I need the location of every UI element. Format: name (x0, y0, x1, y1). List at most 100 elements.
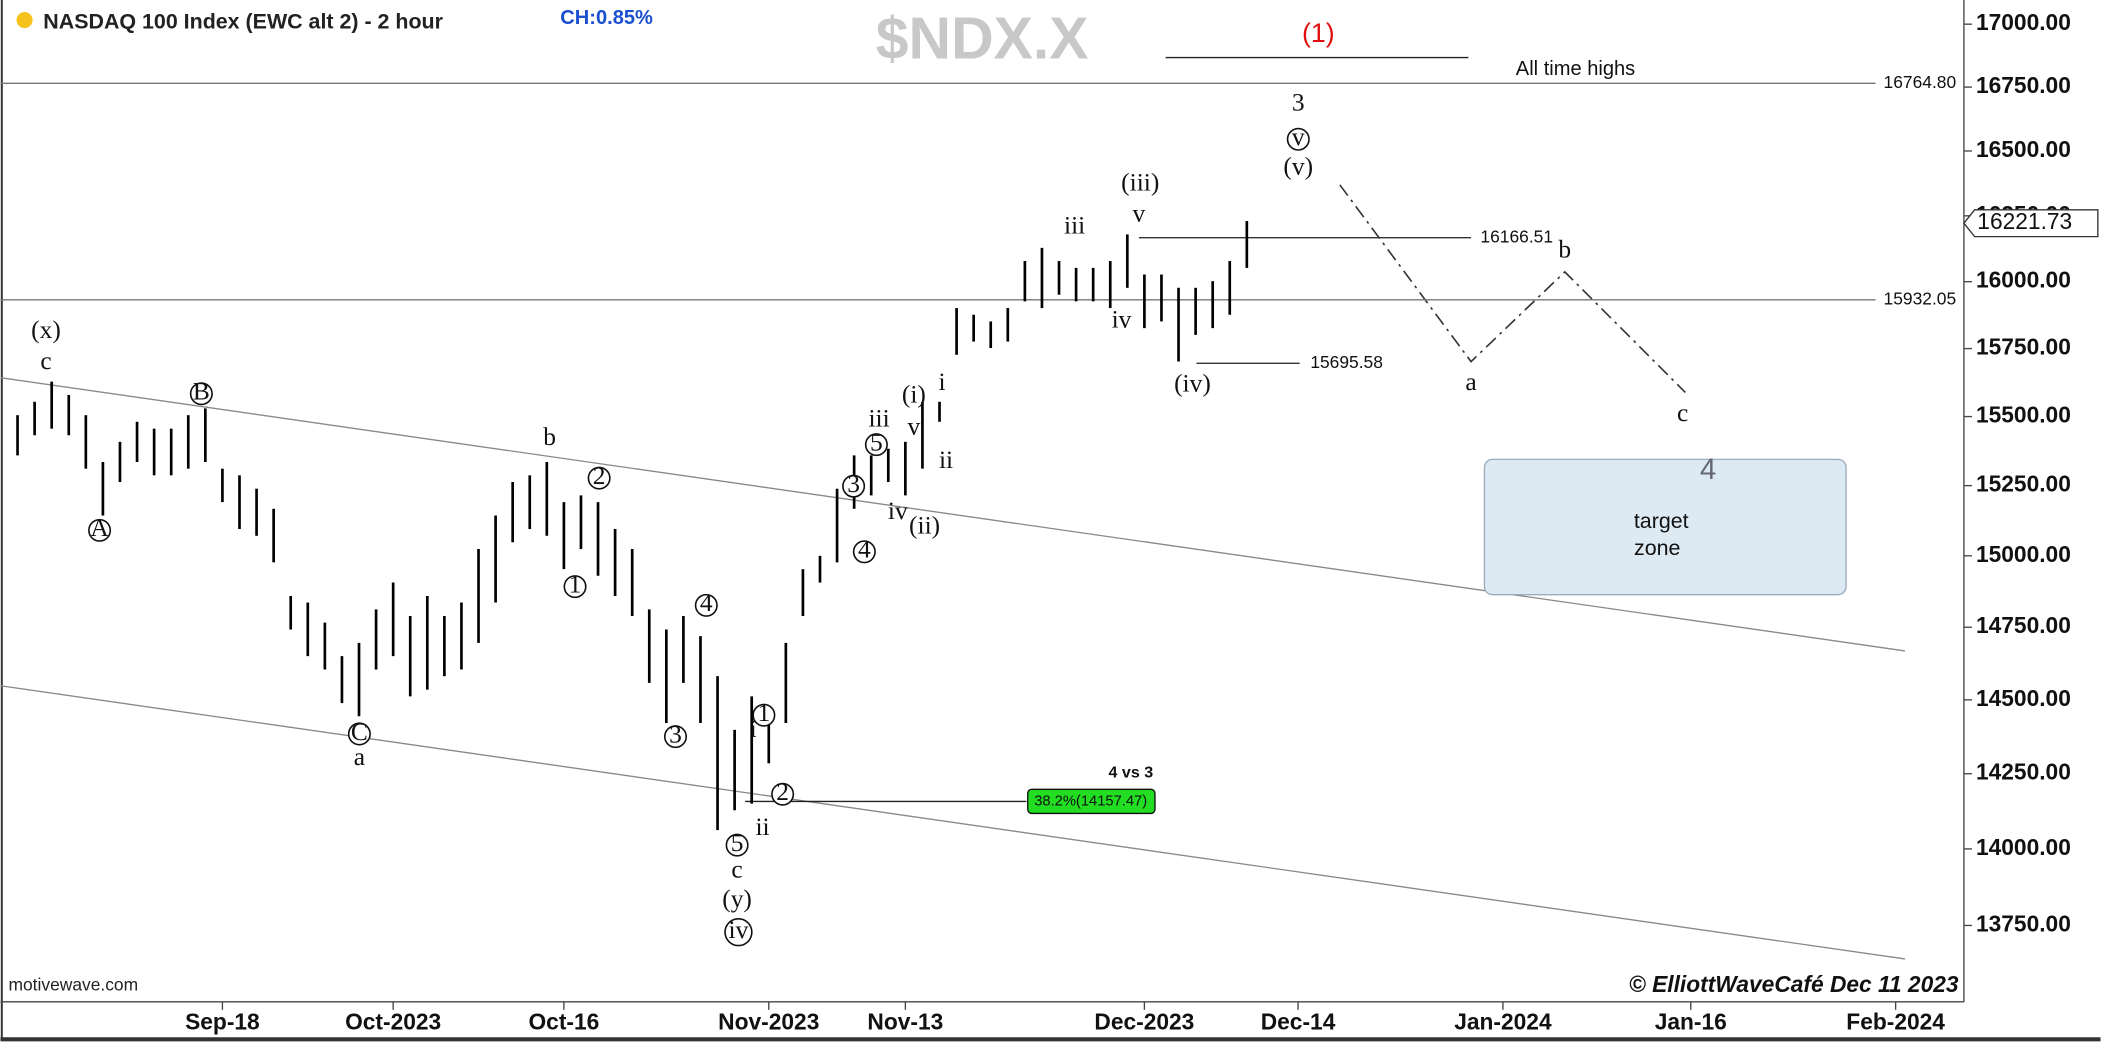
channel-lower (0, 685, 1906, 960)
wave-circle (724, 917, 753, 947)
wave-label: 2 (776, 777, 789, 806)
wave-label: C (351, 717, 368, 746)
wave-label: v (908, 411, 921, 440)
wave-circle (864, 433, 888, 457)
price-level-label: 15695.58 (1310, 352, 1383, 372)
wave-circle (1286, 127, 1310, 151)
y-tick-label: 14500.00 (1976, 685, 2071, 711)
wave-label: 1 (758, 698, 771, 727)
x-tick-label: Nov-13 (867, 1008, 943, 1034)
wave-label: 5 (731, 828, 744, 857)
price-level-label: 15932.05 (1884, 288, 1957, 308)
wave-label: (iv) (1174, 369, 1211, 398)
wave-circle (563, 575, 587, 599)
x-tick-label: Oct-16 (528, 1008, 599, 1034)
x-tick-label: Sep-18 (185, 1008, 260, 1034)
wave-label: iii (1064, 211, 1085, 240)
wave-label: (v) (1283, 152, 1313, 181)
wave-label: i (938, 367, 945, 396)
source: motivewave.com (9, 974, 139, 994)
projection-path (1339, 184, 1686, 393)
projection-label: a (1465, 367, 1476, 396)
last-price-box (1963, 209, 2099, 238)
ath-label: All time highs (1516, 58, 1635, 80)
target-text: zone (1634, 536, 1680, 560)
ticker: $NDX.X (876, 6, 1089, 71)
change: CH:0.85% (560, 7, 653, 29)
wave-circle (842, 474, 866, 498)
wave-label: c (731, 855, 742, 884)
y-tick-label: 15750.00 (1976, 334, 2071, 360)
x-tick-label: Dec-2023 (1094, 1008, 1194, 1034)
retracement-title: 4 vs 3 (1109, 764, 1154, 782)
x-tick-label: Nov-2023 (718, 1008, 819, 1034)
y-tick-label: 15500.00 (1976, 402, 2071, 428)
wave-circle (189, 382, 213, 406)
channel-upper (0, 377, 1906, 652)
wave-label: v (1292, 122, 1305, 151)
price-level-label: 16764.80 (1884, 72, 1957, 92)
wave-label: B (193, 377, 210, 406)
projection-label: c (1677, 398, 1688, 427)
wave-label: (iii) (1121, 168, 1159, 197)
price-level-label: 16166.51 (1480, 226, 1553, 246)
wave-label: 4 (858, 535, 871, 564)
degree-label: (1) (1302, 18, 1335, 48)
target-zone (1483, 458, 1847, 596)
y-tick-label: 16500.00 (1976, 136, 2071, 162)
y-tick-label: 15000.00 (1976, 541, 2071, 567)
wave-label: iv (1112, 304, 1132, 333)
y-tick-label: 13750.00 (1976, 910, 2071, 936)
wave-label: A (90, 513, 109, 542)
projection-label: b (1558, 235, 1571, 264)
wave-label: b (543, 422, 556, 451)
retracement-box (1027, 788, 1156, 815)
wave-label: v (1133, 198, 1146, 227)
wave-label: 1 (569, 569, 582, 598)
wave-label: iv (729, 915, 749, 944)
y-tick-label: 14250.00 (1976, 759, 2071, 785)
wave-circle (347, 722, 371, 746)
wave-label: (x) (31, 315, 61, 344)
wave-label: 3 (1292, 87, 1305, 116)
wave-circle (725, 833, 749, 857)
wave-circle (694, 593, 718, 617)
y-tick-label: 15250.00 (1976, 471, 2071, 497)
wave-label: 5 (870, 428, 883, 457)
wave-circle (663, 725, 688, 749)
x-tick-label: Feb-2024 (1846, 1008, 1945, 1034)
wave-circle (587, 466, 611, 490)
x-tick-label: Dec-14 (1261, 1008, 1336, 1034)
wave-label: iv (888, 496, 908, 525)
wave-label: a (354, 742, 365, 771)
wave-label: i (750, 714, 757, 743)
y-tick-label: 16000.00 (1976, 267, 2071, 293)
last-price: 16221.73 (1977, 208, 2072, 234)
wave-circle (88, 518, 112, 542)
status-dot (16, 12, 33, 29)
wave-circle (852, 540, 876, 564)
wave-label: (y) (722, 884, 752, 913)
wave-label: iii (868, 403, 889, 432)
retracement-label: 38.2%(14157.47) (1034, 793, 1147, 809)
wave-label: (ii) (909, 511, 940, 540)
wave-label: 3 (847, 469, 860, 498)
wave-label: 3 (669, 719, 682, 748)
x-tick-label: Oct-2023 (345, 1008, 441, 1034)
x-tick-label: Jan-16 (1655, 1008, 1727, 1034)
wave-label: 2 (593, 461, 606, 490)
wave-label: c (40, 346, 51, 375)
y-tick-label: 17000.00 (1976, 9, 2071, 35)
credit: © ElliottWaveCafé Dec 11 2023 (1629, 971, 1959, 997)
target-wave: 4 (1700, 453, 1716, 486)
y-tick-label: 16750.00 (1976, 72, 2071, 98)
wave-label: ii (755, 812, 769, 841)
chart-title: NASDAQ 100 Index (EWC alt 2) - 2 hour (43, 9, 443, 33)
y-tick-label: 14000.00 (1976, 834, 2071, 860)
x-tick-label: Jan-2024 (1454, 1008, 1552, 1034)
wave-label: 4 (700, 588, 713, 617)
wave-circle (752, 703, 776, 727)
wave-label: ii (939, 445, 953, 474)
wave-circle (771, 782, 795, 806)
